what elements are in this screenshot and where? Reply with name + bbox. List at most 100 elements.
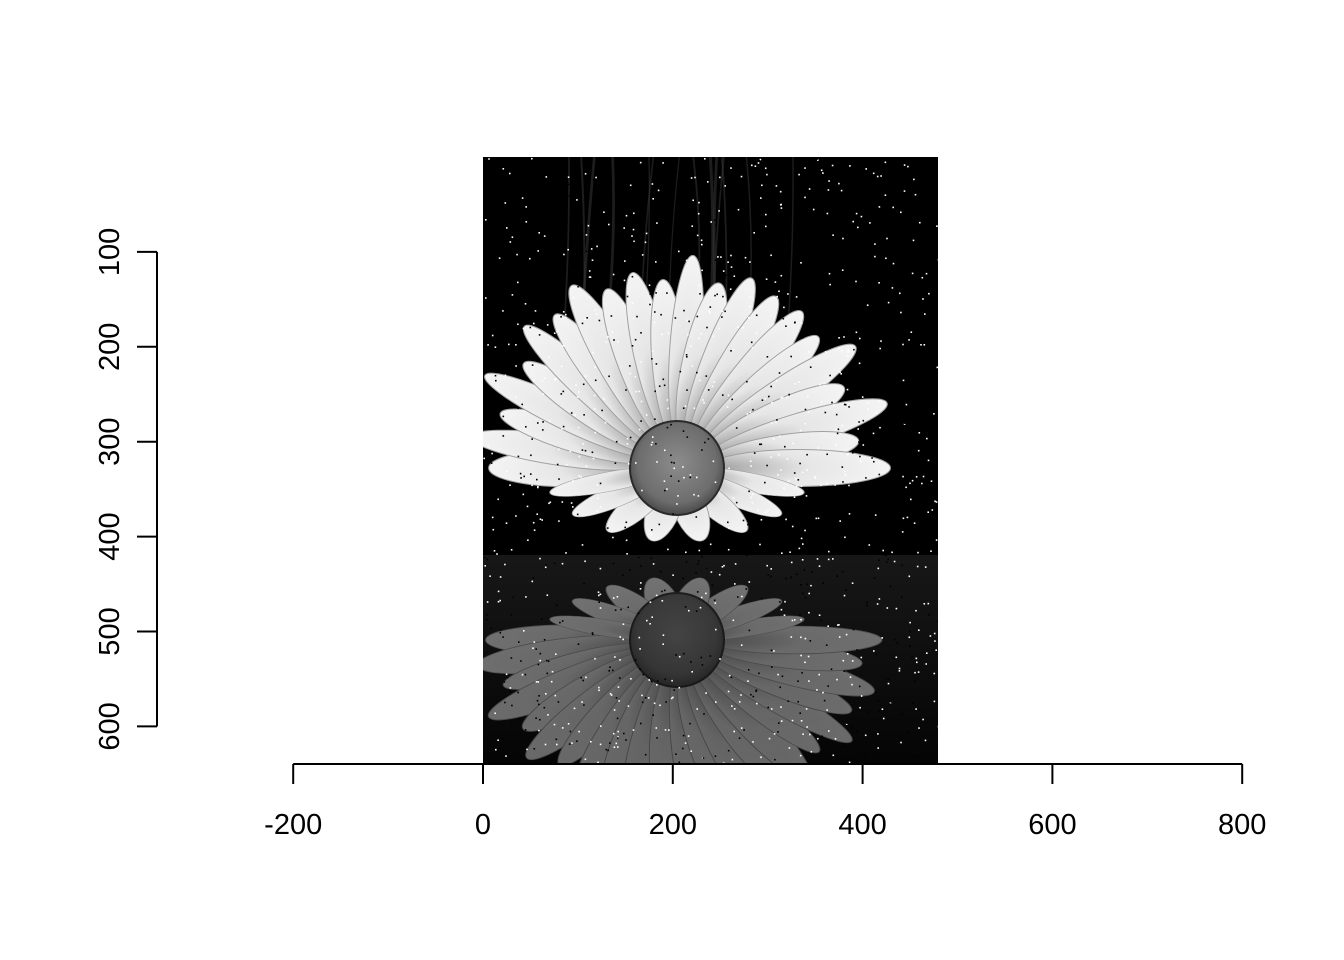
- noise-dot: [800, 308, 803, 311]
- noise-dot: [857, 226, 859, 229]
- noise-dot: [539, 518, 542, 520]
- noise-dot: [662, 221, 664, 224]
- noise-dot: [619, 659, 621, 661]
- noise-dot: [839, 750, 841, 753]
- noise-dot: [774, 535, 776, 538]
- noise-dot: [933, 700, 936, 703]
- noise-dot: [682, 734, 685, 737]
- noise-dot: [840, 301, 842, 303]
- noise-dot: [877, 567, 880, 570]
- noise-dot: [809, 366, 812, 368]
- noise-dot: [570, 502, 573, 504]
- noise-dot: [860, 695, 863, 697]
- noise-dot: [746, 380, 748, 383]
- noise-dot: [794, 383, 796, 385]
- noise-dot: [565, 316, 567, 319]
- noise-dot: [688, 320, 690, 323]
- noise-dot: [562, 311, 565, 313]
- noise-dot: [607, 749, 609, 752]
- noise-dot: [507, 280, 509, 283]
- noise-dot: [623, 279, 626, 282]
- noise-dot: [558, 252, 561, 255]
- noise-dot: [734, 583, 736, 585]
- noise-dot: [750, 693, 752, 696]
- noise-dot: [923, 344, 926, 346]
- noise-dot: [505, 230, 508, 233]
- noise-dot: [849, 536, 851, 538]
- noise-dot: [542, 528, 545, 530]
- noise-dot: [734, 563, 737, 565]
- noise-dot: [559, 621, 561, 624]
- noise-dot: [617, 737, 619, 739]
- noise-dot: [678, 250, 680, 253]
- noise-dot: [639, 161, 642, 164]
- noise-dot: [565, 463, 568, 466]
- noise-dot: [682, 407, 685, 409]
- noise-dot: [661, 600, 664, 602]
- noise-dot: [765, 225, 767, 228]
- noise-dot: [884, 231, 887, 234]
- noise-dot: [920, 218, 922, 220]
- noise-dot: [842, 659, 845, 662]
- noise-dot: [611, 331, 614, 334]
- noise-dot: [536, 513, 538, 515]
- noise-dot: [829, 374, 831, 377]
- noise-dot: [801, 167, 803, 169]
- noise-dot: [785, 396, 788, 399]
- noise-dot: [742, 236, 745, 239]
- noise-dot: [880, 424, 883, 427]
- noise-dot: [855, 331, 858, 334]
- noise-dot: [896, 355, 898, 358]
- noise-dot: [757, 509, 759, 512]
- noise-dot: [625, 389, 627, 391]
- noise-dot: [652, 272, 655, 274]
- noise-dot: [915, 379, 917, 382]
- noise-dot: [780, 469, 782, 471]
- noise-dot: [614, 462, 617, 464]
- noise-dot: [526, 505, 529, 508]
- noise-dot: [567, 176, 570, 178]
- noise-dot: [515, 239, 517, 242]
- noise-dot: [728, 527, 730, 529]
- noise-dot: [554, 694, 557, 697]
- noise-dot: [896, 641, 899, 644]
- noise-dot: [737, 326, 739, 329]
- noise-dot: [935, 649, 937, 651]
- noise-dot: [721, 310, 723, 313]
- noise-dot: [634, 375, 636, 378]
- noise-dot: [931, 509, 934, 511]
- noise-dot: [641, 701, 644, 704]
- noise-dot: [606, 201, 609, 203]
- noise-dot: [838, 337, 840, 339]
- noise-dot: [884, 161, 887, 164]
- noise-dot: [916, 755, 919, 758]
- noise-dot: [626, 173, 628, 176]
- noise-dot: [835, 167, 837, 169]
- noise-dot: [599, 607, 602, 609]
- noise-dot: [580, 476, 582, 478]
- noise-dot: [804, 167, 806, 169]
- noise-dot: [878, 598, 881, 600]
- noise-dot: [616, 717, 619, 720]
- noise-dot: [678, 655, 681, 658]
- noise-dot: [777, 731, 779, 733]
- noise-dot: [746, 413, 749, 415]
- noise-dot: [702, 757, 705, 759]
- noise-dot: [537, 422, 539, 424]
- noise-dot: [663, 384, 666, 387]
- noise-dot: [519, 472, 522, 475]
- noise-dot: [826, 212, 829, 215]
- noise-dot: [903, 423, 906, 425]
- noise-dot: [811, 213, 814, 215]
- noise-dot: [617, 686, 620, 688]
- noise-dot: [519, 325, 521, 327]
- noise-dot: [908, 575, 911, 578]
- noise-dot: [486, 601, 489, 603]
- noise-dot: [484, 551, 486, 553]
- noise-dot: [832, 754, 835, 757]
- noise-dot: [525, 206, 527, 208]
- noise-dot: [843, 470, 846, 473]
- noise-dot: [656, 737, 658, 739]
- noise-dot: [630, 678, 632, 680]
- noise-dot: [843, 745, 845, 748]
